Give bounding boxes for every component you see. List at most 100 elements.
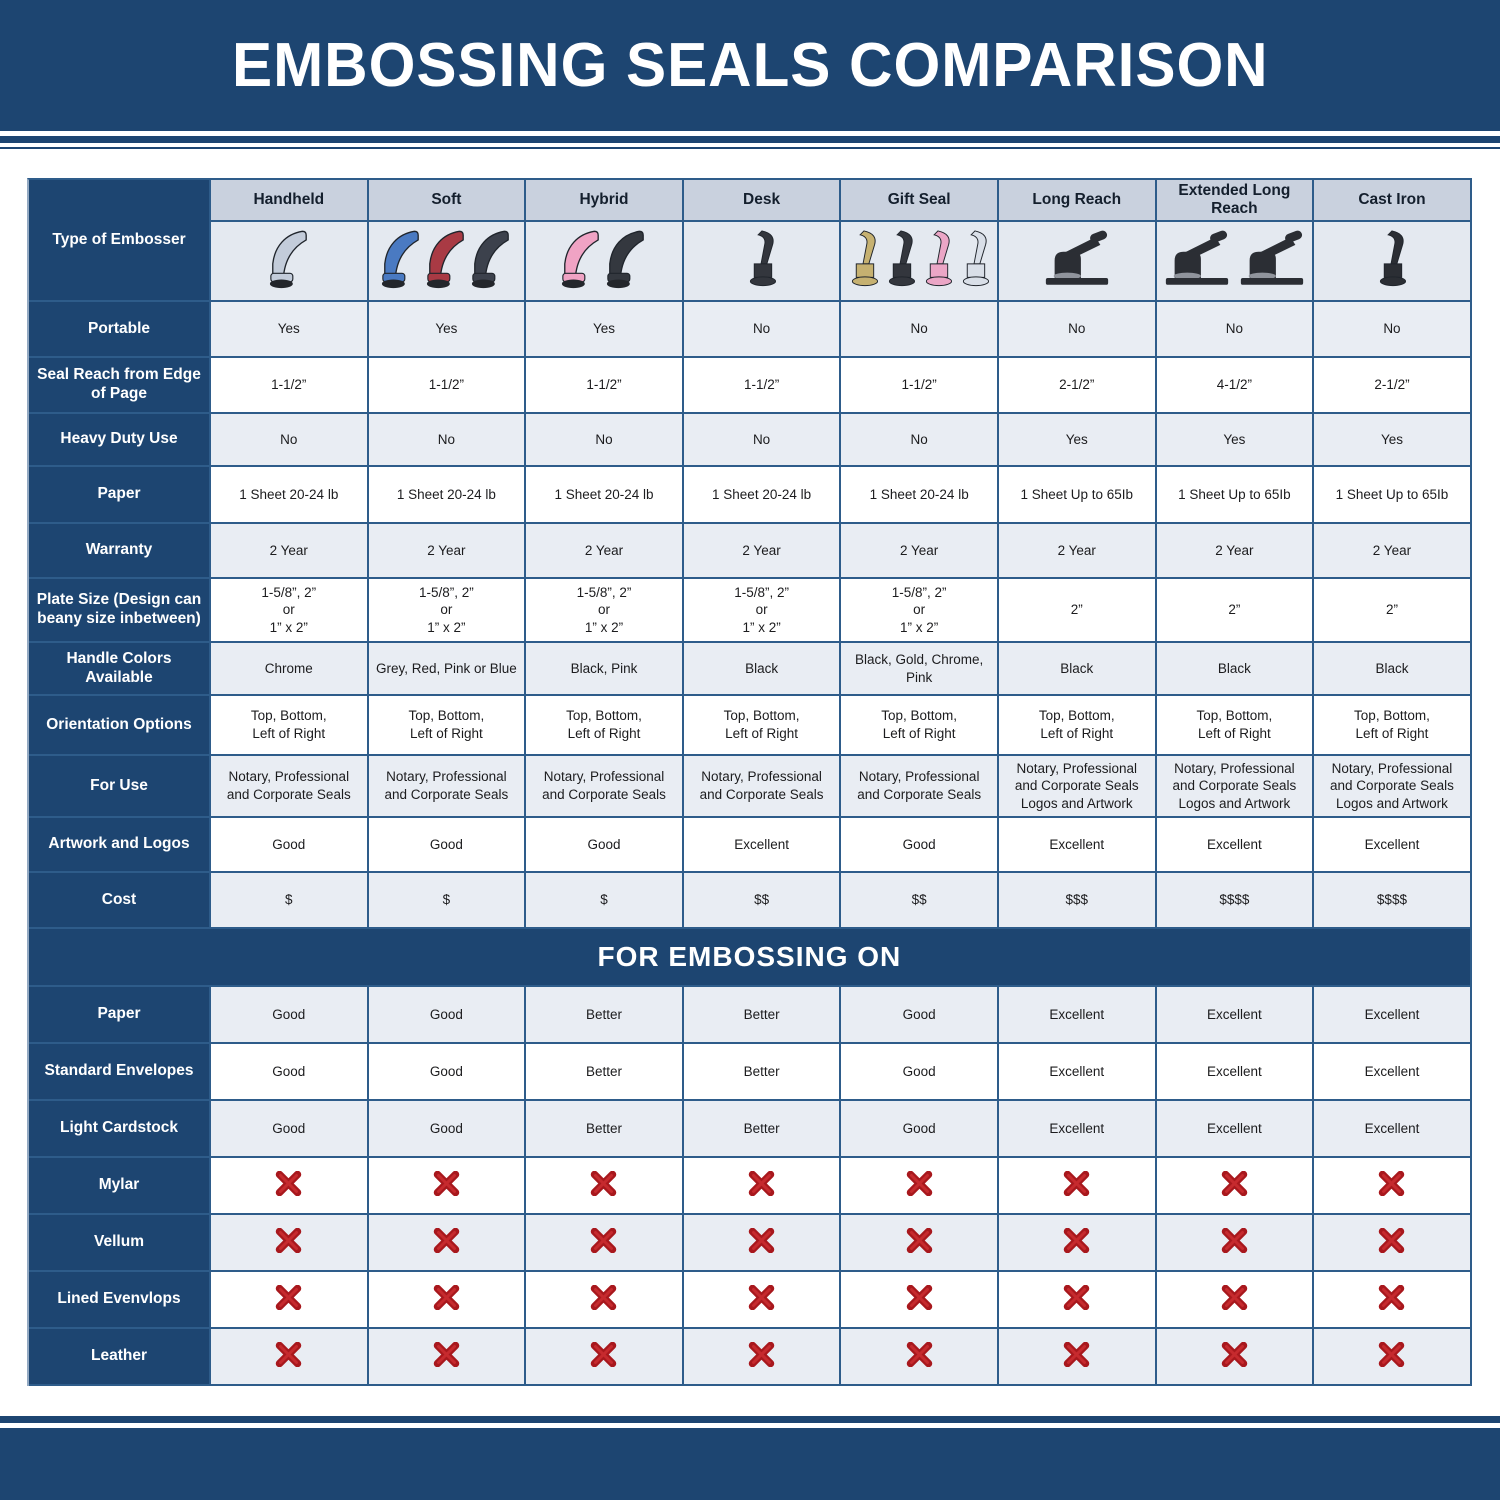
spec-cell: Better xyxy=(526,987,684,1044)
spec-cell: Good xyxy=(841,1044,999,1101)
not-suitable-icon xyxy=(1221,1170,1248,1196)
row-label-lined-evenvlops: Lined Evenvlops xyxy=(29,1272,211,1329)
not-suitable-icon xyxy=(1064,1227,1090,1253)
not-suitable-icon xyxy=(591,1227,617,1253)
not-suitable-icon xyxy=(906,1170,932,1196)
table-row: Heavy Duty Use No No No No No Yes Yes Yes xyxy=(29,414,1472,467)
not-suitable-icon xyxy=(276,1284,302,1310)
spec-cell xyxy=(998,1215,1157,1272)
spec-cell: $ xyxy=(526,873,684,929)
spec-cell: Top, Bottom, Left of Right xyxy=(683,696,842,756)
row-label-standard-envelopes: Standard Envelopes xyxy=(29,1044,211,1101)
spec-cell: Black xyxy=(998,643,1157,696)
spec-cell: 1 Sheet 20-24 lb xyxy=(683,467,842,524)
spec-cell: 1-1/2” xyxy=(211,358,369,414)
spec-cell: Excellent xyxy=(1156,1101,1315,1158)
spec-cell: Good xyxy=(841,818,999,873)
spec-cell: $$$ xyxy=(998,873,1157,929)
spec-cell: Top, Bottom, Left of Right xyxy=(211,696,369,756)
spec-cell: $$ xyxy=(841,873,999,929)
not-suitable-icon xyxy=(276,1341,302,1367)
spec-cell: Excellent xyxy=(998,1044,1157,1101)
spec-cell: No xyxy=(841,302,999,358)
spec-cell: Better xyxy=(683,1101,842,1158)
spec-cell: Excellent xyxy=(683,818,842,873)
spec-cell: Excellent xyxy=(998,818,1157,873)
spec-cell: Notary, Professional and Corporate Seals… xyxy=(998,756,1157,818)
spec-cell: 1-5/8”, 2” or 1” x 2” xyxy=(841,579,999,643)
table-row: Vellum xyxy=(29,1215,1472,1272)
spec-cell: Yes xyxy=(211,302,369,358)
row-label-paper: Paper xyxy=(29,987,211,1044)
spec-cell: Excellent xyxy=(1156,1044,1315,1101)
spec-cell xyxy=(683,1329,842,1386)
not-suitable-icon xyxy=(276,1227,302,1253)
spec-cell: Better xyxy=(683,987,842,1044)
spec-cell: Good xyxy=(841,987,999,1044)
not-suitable-icon xyxy=(748,1284,775,1310)
spec-cell xyxy=(368,1215,527,1272)
not-suitable-icon xyxy=(1221,1227,1248,1253)
spec-cell xyxy=(1314,1272,1472,1329)
row-label-vellum: Vellum xyxy=(29,1215,211,1272)
spec-cell: 1-5/8”, 2” or 1” x 2” xyxy=(683,579,842,643)
table-row: Leather xyxy=(29,1329,1472,1386)
title-band: EMBOSSING SEALS COMPARISON xyxy=(0,0,1500,131)
table-row: Cost $ $ $ $$ $$ $$$ $$$$ $$$$ xyxy=(29,873,1472,929)
spec-cell xyxy=(841,1215,999,1272)
table-row: Plate Size (Design can beany size inbetw… xyxy=(29,579,1472,643)
spec-cell: Excellent xyxy=(998,1101,1157,1158)
spec-cell: $ xyxy=(211,873,369,929)
spec-cell: 2 Year xyxy=(1314,524,1472,579)
spec-cell: $$ xyxy=(683,873,842,929)
spec-cell xyxy=(526,1272,684,1329)
table-row: Light Cardstock Good Good Better Better Good E… xyxy=(29,1101,1472,1158)
spec-cell: 2” xyxy=(1156,579,1315,643)
not-suitable-icon xyxy=(906,1284,932,1310)
spec-cell xyxy=(683,1158,842,1215)
spec-cell: 1-1/2” xyxy=(526,358,684,414)
spec-cell: 4-1/2” xyxy=(1156,358,1315,414)
not-suitable-icon xyxy=(433,1227,460,1253)
spec-cell xyxy=(211,1272,369,1329)
row-label-mylar: Mylar xyxy=(29,1158,211,1215)
table-row: Artwork and Logos Good Good Good Excellent Go… xyxy=(29,818,1472,873)
spec-cell: Yes xyxy=(1314,414,1472,467)
spec-cell: Notary, Professional and Corporate Seals… xyxy=(1314,756,1472,818)
spec-cell: 1 Sheet 20-24 lb xyxy=(368,467,527,524)
spec-cell: Better xyxy=(683,1044,842,1101)
table-row: Orientation Options Top, Bottom, Left of … xyxy=(29,696,1472,756)
table-row: Mylar xyxy=(29,1158,1472,1215)
long-reach-embosser-icon xyxy=(1236,230,1308,292)
spec-cell: Top, Bottom, Left of Right xyxy=(526,696,684,756)
row-label-paper: Paper xyxy=(29,467,211,524)
row-label-heavy-duty-use: Heavy Duty Use xyxy=(29,414,211,467)
not-suitable-icon xyxy=(1379,1170,1405,1196)
column-header-cast-iron: Cast Iron xyxy=(1314,180,1472,222)
spec-cell: Black, Pink xyxy=(526,643,684,696)
row-label-leather: Leather xyxy=(29,1329,211,1386)
comparison-table: Type of Embosser Handheld Soft Hybrid Desk Gi… xyxy=(27,178,1472,1386)
spec-cell xyxy=(1314,1158,1472,1215)
spec-cell: Good xyxy=(211,1101,369,1158)
spec-cell: Better xyxy=(526,1044,684,1101)
column-header-extended-long-reach: Extended Long Reach xyxy=(1156,180,1315,222)
not-suitable-icon xyxy=(276,1170,302,1196)
spec-cell: Notary, Professional and Corporate Seals xyxy=(526,756,684,818)
gift-embosser-icon xyxy=(958,229,992,294)
spec-cell xyxy=(526,1329,684,1386)
spec-cell xyxy=(211,1329,369,1386)
row-label-for-use: For Use xyxy=(29,756,211,818)
hand-embosser-icon xyxy=(605,229,647,294)
spec-cell xyxy=(1314,1329,1472,1386)
spec-cell: Grey, Red, Pink or Blue xyxy=(368,643,527,696)
spec-cell: Top, Bottom, Left of Right xyxy=(1156,696,1315,756)
spec-cell: 1 Sheet Up to 65Ib xyxy=(1314,467,1472,524)
spec-cell: 1-5/8”, 2” or 1” x 2” xyxy=(368,579,527,643)
spec-cell: 2 Year xyxy=(841,524,999,579)
spec-cell: 2 Year xyxy=(368,524,527,579)
spec-cell: 2 Year xyxy=(683,524,842,579)
spec-cell: Notary, Professional and Corporate Seals xyxy=(211,756,369,818)
spec-cell: Good xyxy=(368,1044,527,1101)
